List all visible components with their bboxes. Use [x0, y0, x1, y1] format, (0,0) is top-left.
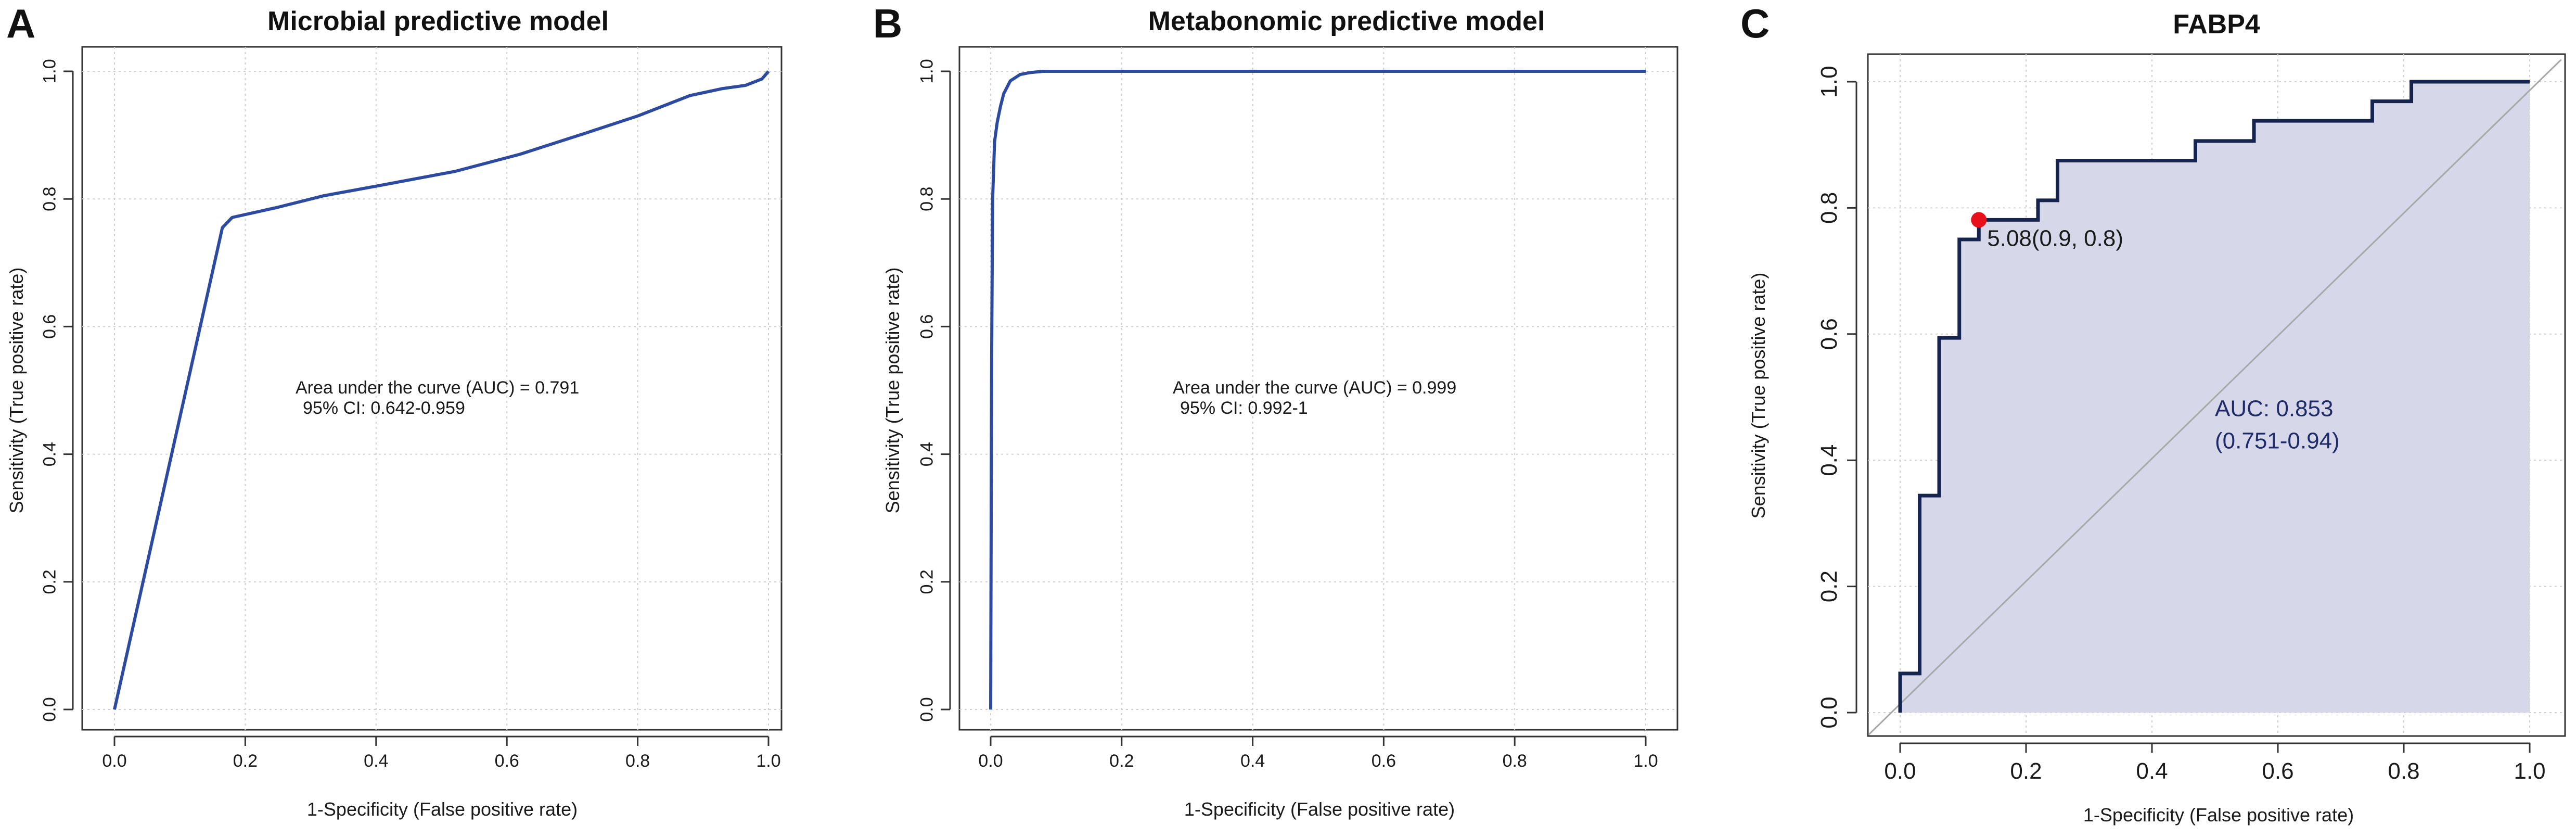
x-tick-label: 0.6: [495, 751, 519, 771]
x-tick-label: 0.4: [2136, 758, 2168, 784]
roc-curve-line: [1898, 80, 2530, 713]
x-tick-label: 0.4: [364, 751, 388, 771]
y-tick-label: 0.4: [917, 442, 937, 466]
x-tick-label: 0.2: [2010, 758, 2042, 784]
x-tick-label: 0.4: [1240, 751, 1265, 771]
panel-letter: B: [873, 1, 902, 46]
y-tick-label: 0.6: [1816, 318, 1842, 350]
x-tick-label: 0.8: [2388, 758, 2419, 784]
y-tick-label: 0.0: [917, 697, 937, 721]
x-tick-label: 0.6: [2262, 758, 2293, 784]
annotation-auc: Area under the curve (AUC) = 0.791: [296, 378, 579, 398]
plot-area-frame: [1867, 53, 2566, 737]
plot-area-frame: [81, 46, 783, 731]
grid: [82, 47, 781, 730]
x-tick-label: 1.0: [1633, 751, 1658, 771]
x-tick-label: 1.0: [756, 751, 780, 771]
threshold-point: [1971, 212, 1987, 228]
series-layer: [989, 70, 1646, 710]
threshold-label: 5.08(0.9, 0.8): [1987, 225, 2123, 251]
chart-title: Metabonomic predictive model: [1148, 6, 1545, 36]
chart-title: FABP4: [2173, 9, 2260, 40]
annotation-ci: 95% CI: 0.642-0.959: [303, 398, 465, 418]
annotation-ci: 95% CI: 0.992-1: [1180, 398, 1308, 418]
roc-curve-line: [989, 70, 1646, 710]
y-tick-label: 1.0: [917, 59, 937, 83]
x-axis-label: 1-Specificity (False positive rate): [1184, 798, 1455, 820]
panel-letter: A: [6, 1, 35, 46]
y-tick-label: 0.8: [1816, 192, 1842, 224]
x-axis-label: 1-Specificity (False positive rate): [307, 798, 578, 820]
annotation-auc: Area under the curve (AUC) = 0.999: [1173, 378, 1456, 398]
y-tick-label: 0.4: [1816, 445, 1842, 476]
panel-a: A Microbial predictive model 0.0 0.2 0.4 0.…: [6, 1, 783, 820]
x-tick-label: 0.6: [1372, 751, 1396, 771]
y-tick-label: 0.2: [1816, 570, 1842, 602]
x-tick-label: 0.8: [625, 751, 650, 771]
y-tick-label: 1.0: [40, 59, 60, 83]
tick-layer: 0.0 0.2 0.4 0.6 0.8 1.0 0.0 0.2 0.4 0.6 0.8 1.0: [40, 59, 781, 771]
y-axis-label: Sensitivity (True positive rate): [1748, 273, 1769, 519]
x-tick-label: 1.0: [2514, 758, 2545, 784]
roc-curve-line: [113, 70, 770, 710]
x-tick-label: 0.2: [233, 751, 258, 771]
y-tick-label: 1.0: [1816, 66, 1842, 97]
x-tick-label: 0.0: [102, 751, 126, 771]
y-tick-label: 0.0: [40, 697, 60, 721]
tick-layer: 0.0 0.2 0.4 0.6 0.8 1.0 0.0 0.2 0.4 0.6 0.8 1.0: [917, 59, 1658, 771]
panel-c: C FABP4 0.0 0.2 0.4 0.6 0.8 1.00.00.20.40.60.…: [1740, 1, 2566, 826]
series-layer: [113, 70, 770, 710]
y-tick-label: 0.2: [40, 569, 60, 594]
chart-title: Microbial predictive model: [267, 6, 609, 36]
x-tick-label: 0.0: [978, 751, 1003, 771]
series-layer: [1868, 59, 2562, 735]
y-tick-label: 0.0: [1816, 696, 1842, 728]
y-tick-label: 0.2: [917, 569, 937, 594]
auc-ci-text: (0.751-0.94): [2215, 428, 2340, 453]
x-tick-label: 0.2: [1109, 751, 1134, 771]
plot-area-frame: [958, 46, 1678, 731]
y-tick-label: 0.8: [917, 187, 937, 211]
reference-diagonal: [1868, 59, 2562, 735]
y-tick-label: 0.6: [917, 314, 937, 339]
panel-b: B Metabonomic predictive model 0.0 0.2 0.4…: [873, 1, 1678, 820]
y-tick-label: 0.6: [40, 314, 60, 339]
tick-layer: 0.0 0.2 0.4 0.6 0.8 1.0 0.0 0.2 0.4 0.6 0.8 1.0: [1816, 66, 2545, 784]
x-axis-label: 1-Specificity (False positive rate): [2083, 804, 2354, 826]
auc-text: AUC: 0.853: [2215, 396, 2333, 421]
panel-letter: C: [1740, 1, 1770, 46]
y-tick-label: 0.4: [40, 442, 60, 466]
y-axis-label: Sensitivity (True positive rate): [882, 268, 903, 514]
y-axis-label: Sensitivity (True positive rate): [6, 268, 27, 514]
y-tick-label: 0.8: [40, 187, 60, 211]
x-tick-label: 0.8: [1503, 751, 1527, 771]
x-tick-label: 0.0: [1884, 758, 1916, 784]
